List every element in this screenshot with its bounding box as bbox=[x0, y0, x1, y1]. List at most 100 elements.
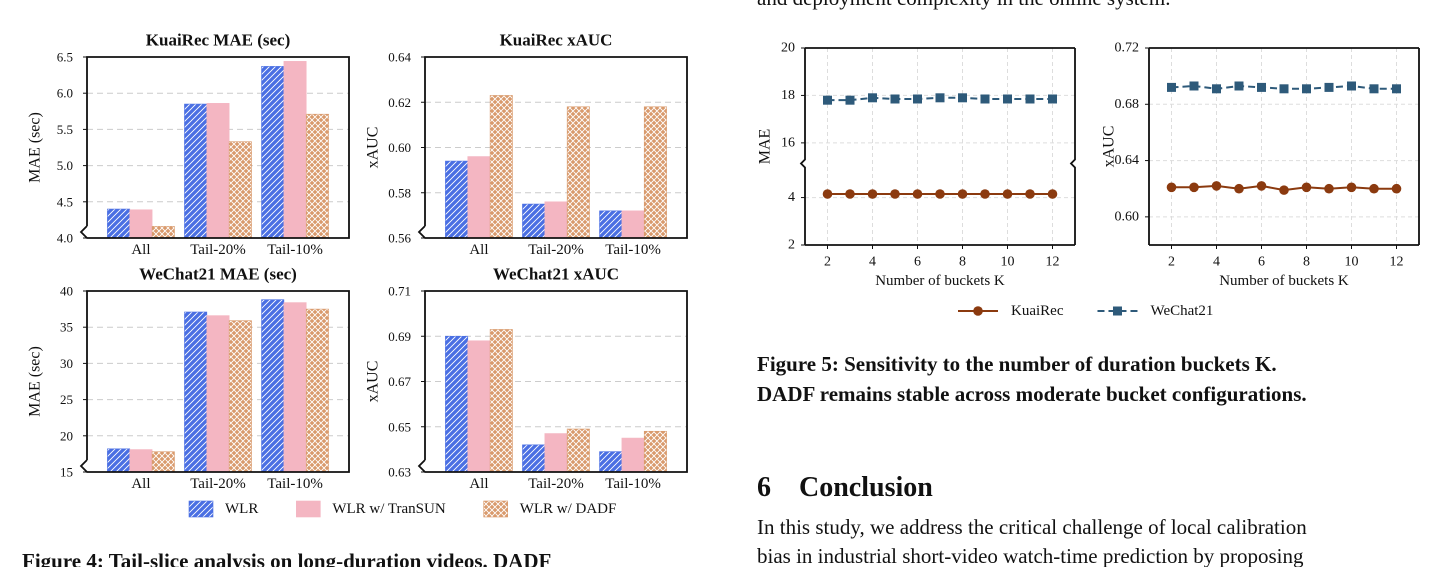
y-tick-label: 0.56 bbox=[388, 231, 411, 246]
legend-marker bbox=[973, 306, 983, 316]
legend-label: WLR w/ TranSUN bbox=[332, 501, 446, 517]
bar bbox=[184, 311, 208, 473]
y-tick-label: 5.5 bbox=[57, 122, 73, 137]
y-axis-label: xAUC bbox=[365, 361, 382, 403]
marker bbox=[823, 95, 832, 105]
y-axis-label: xAUC bbox=[1101, 126, 1118, 168]
y-tick-label: 35 bbox=[60, 320, 73, 335]
marker bbox=[1369, 183, 1379, 194]
axes-frame bbox=[417, 56, 688, 239]
y-tick-label: 0.64 bbox=[1115, 153, 1140, 168]
axes-frame bbox=[79, 290, 350, 473]
bar bbox=[621, 437, 645, 473]
x-tick-label: 8 bbox=[1303, 255, 1310, 270]
body-text: In this study, we address the critical c… bbox=[757, 515, 1307, 539]
bar bbox=[445, 335, 469, 473]
marker bbox=[1257, 82, 1266, 92]
legend-swatch bbox=[296, 500, 321, 518]
bar bbox=[228, 141, 252, 239]
bar bbox=[305, 308, 329, 473]
marker bbox=[1166, 182, 1177, 193]
bar bbox=[544, 201, 568, 239]
marker bbox=[1234, 183, 1244, 194]
marker bbox=[890, 189, 900, 199]
bar bbox=[566, 106, 590, 239]
x-tick-label: 10 bbox=[1001, 255, 1015, 270]
chart-title: KuaiRec MAE (sec) bbox=[146, 31, 290, 50]
x-tick-label: 2 bbox=[1168, 255, 1175, 270]
marker bbox=[980, 189, 990, 199]
marker bbox=[1347, 81, 1356, 91]
y-tick-label: 0.58 bbox=[388, 185, 411, 200]
x-tick-label: All bbox=[131, 476, 150, 492]
y-tick-label: 0.69 bbox=[388, 329, 411, 344]
x-tick-label: 4 bbox=[869, 255, 876, 270]
marker bbox=[1369, 84, 1379, 94]
y-axis-label: MAE (sec) bbox=[27, 112, 44, 183]
x-tick-label: Tail-20% bbox=[528, 476, 584, 492]
marker bbox=[1047, 189, 1058, 199]
bar bbox=[261, 299, 285, 473]
y-tick-label: 18 bbox=[781, 88, 795, 103]
marker bbox=[1189, 81, 1199, 91]
bar bbox=[522, 444, 546, 473]
bar bbox=[206, 103, 230, 239]
body-text: bias in industrial short-video watch-tim… bbox=[757, 544, 1304, 567]
marker bbox=[1002, 189, 1013, 199]
chart-title: WeChat21 MAE (sec) bbox=[139, 265, 297, 284]
y-tick-label: 0.72 bbox=[1115, 41, 1140, 56]
y-tick-label: 5.0 bbox=[57, 158, 73, 173]
bar bbox=[129, 449, 153, 473]
bar bbox=[467, 156, 491, 239]
axes-frame bbox=[79, 56, 350, 239]
x-tick-label: All bbox=[469, 476, 488, 492]
marker bbox=[1279, 84, 1289, 94]
marker bbox=[868, 93, 877, 103]
x-tick-label: Tail-10% bbox=[605, 242, 661, 258]
x-tick-label: 8 bbox=[959, 255, 966, 270]
y-axis-label: xAUC bbox=[365, 127, 382, 169]
x-tick-label: 6 bbox=[1258, 255, 1265, 270]
legend-label: KuaiRec bbox=[1011, 303, 1064, 319]
marker bbox=[1048, 94, 1057, 104]
body-text: and deployment complexity in the online … bbox=[757, 0, 1171, 11]
y-tick-label: 20 bbox=[60, 428, 73, 443]
bar bbox=[445, 160, 469, 239]
y-tick-label: 0.71 bbox=[388, 284, 411, 299]
x-tick-label: 6 bbox=[914, 255, 921, 270]
marker bbox=[935, 93, 945, 103]
marker bbox=[980, 94, 990, 104]
y-axis-label: MAE bbox=[757, 129, 774, 165]
section-title: Conclusion bbox=[799, 472, 933, 503]
y-tick-label: 0.65 bbox=[388, 419, 411, 434]
marker bbox=[1211, 181, 1222, 191]
marker bbox=[912, 189, 923, 199]
marker bbox=[1392, 84, 1401, 94]
bar bbox=[151, 451, 175, 473]
bar bbox=[283, 61, 307, 239]
bar bbox=[261, 66, 285, 239]
marker bbox=[1234, 81, 1244, 91]
y-tick-label: 0.67 bbox=[388, 374, 411, 389]
bar bbox=[544, 433, 568, 473]
marker bbox=[845, 189, 855, 199]
marker bbox=[1003, 94, 1012, 104]
marker bbox=[958, 93, 967, 103]
y-tick-label: 0.62 bbox=[388, 95, 411, 110]
marker bbox=[845, 95, 855, 105]
x-tick-label: Tail-10% bbox=[605, 476, 661, 492]
y-tick-label: 0.60 bbox=[1115, 209, 1140, 224]
marker bbox=[1301, 182, 1312, 193]
section-number: 6 bbox=[757, 472, 771, 503]
marker bbox=[890, 94, 900, 104]
legend-label: WLR w/ DADF bbox=[520, 501, 617, 517]
x-axis-label: Number of buckets K bbox=[875, 273, 1005, 289]
y-tick-label: 25 bbox=[60, 392, 73, 407]
bar bbox=[305, 113, 329, 239]
y-tick-label: 4.5 bbox=[57, 194, 73, 209]
axes-frame bbox=[799, 47, 1076, 246]
bar bbox=[643, 430, 667, 473]
y-tick-label: 0.60 bbox=[388, 140, 411, 155]
bar bbox=[643, 106, 667, 239]
bar bbox=[621, 210, 645, 239]
